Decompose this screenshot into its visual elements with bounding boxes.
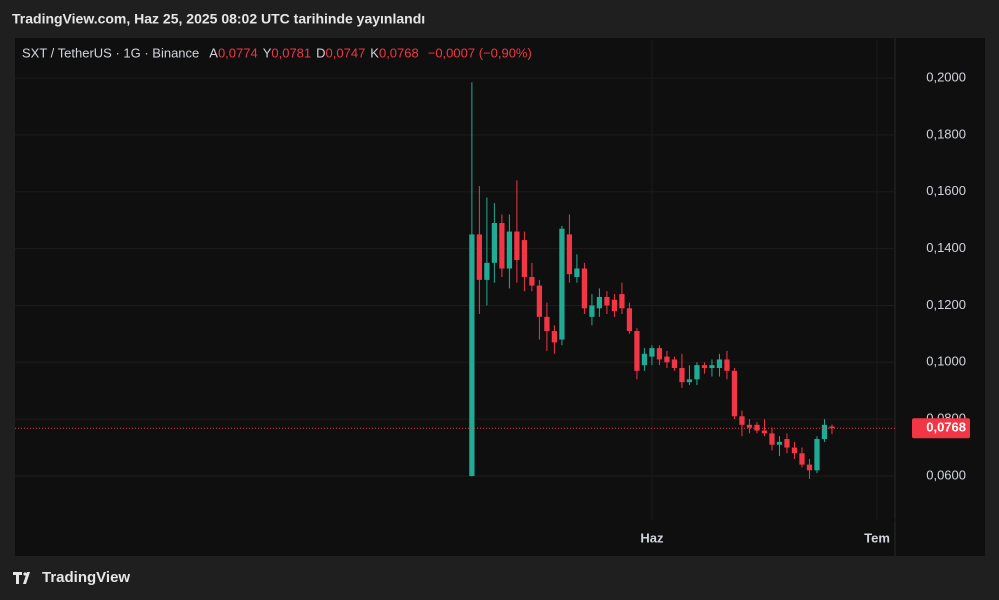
candle-body (806, 464, 813, 471)
footer-brand: TradingView (42, 569, 130, 586)
candle-body (709, 365, 715, 368)
candle-body (529, 277, 535, 286)
legend-change: −0,0007 (−0,90%) (428, 45, 532, 60)
y-tick-label: 0,1600 (926, 183, 966, 198)
candle-body (559, 228, 565, 340)
candle-body (649, 348, 655, 357)
logo-dot (23, 572, 27, 576)
logo-icon (13, 572, 30, 584)
legend-key: Y (263, 45, 272, 60)
candle-body (611, 299, 618, 312)
candle-body (604, 296, 610, 306)
candle-body (829, 426, 835, 429)
x-tick-label: Tem (864, 530, 890, 545)
chart-panel (15, 38, 985, 556)
candle-body (619, 294, 625, 309)
candle-body (664, 356, 670, 363)
x-tick-label: Haz (640, 530, 664, 545)
candle-body (476, 234, 483, 280)
candle-body (469, 234, 475, 476)
candle-body (574, 268, 580, 278)
candle-body (679, 367, 685, 383)
candle-body (484, 262, 490, 280)
y-tick-label: 0,1000 (926, 354, 966, 369)
candle-body (769, 433, 775, 445)
last-price-label: 0,0768 (926, 420, 966, 435)
y-tick-label: 0,2000 (926, 70, 966, 85)
y-tick-label: 0,0600 (926, 467, 966, 482)
candle-body (521, 240, 528, 278)
y-tick-label: 0,1400 (926, 240, 966, 255)
candle-body (536, 285, 543, 317)
candle-body (731, 370, 738, 417)
candle-body (589, 305, 595, 317)
legend-value: 0,0781 (271, 45, 311, 60)
candle-body (634, 331, 640, 371)
candle-body (739, 416, 745, 425)
candle-body (814, 439, 820, 471)
candle-body (491, 223, 498, 263)
candle-body (641, 353, 648, 366)
candle-body (656, 348, 663, 360)
last-price-box (912, 418, 970, 439)
candle-body (626, 308, 633, 332)
candle-body (544, 316, 550, 332)
candle-body (499, 223, 505, 269)
candle-body (776, 441, 783, 445)
candle-body (686, 379, 693, 383)
candle-body (596, 296, 603, 309)
candle-body (514, 231, 520, 260)
candle-body (746, 424, 753, 428)
legend: SXT / TetherUS · 1G · Binance A 0,0774 Y 0,… (22, 45, 532, 60)
candle-body (724, 359, 730, 371)
legend-key: A (209, 45, 218, 60)
candle-body (566, 234, 573, 275)
legend-key: K (370, 45, 379, 60)
candle-body (754, 424, 760, 431)
candle-body (821, 424, 828, 440)
candle-body (784, 439, 790, 448)
candle-body (671, 359, 678, 368)
candle-body (716, 359, 723, 368)
candle-body (761, 430, 768, 434)
legend-value: 0,0747 (326, 45, 366, 60)
candle-body (551, 331, 558, 343)
legend-value: 0,0774 (218, 45, 258, 60)
candle-body (791, 447, 798, 454)
candle-body (506, 231, 513, 269)
symbol: SXT / TetherUS · 1G · Binance (22, 45, 199, 60)
candle-body (701, 365, 708, 368)
legend-value: 0,0768 (379, 45, 419, 60)
y-tick-label: 0,1800 (926, 126, 966, 141)
y-tick-label: 0,1200 (926, 297, 966, 312)
candle-body (799, 453, 805, 465)
legend-key: D (316, 45, 325, 60)
published-note: TradingView.com, Haz 25, 2025 08:02 UTC … (12, 11, 425, 27)
footer-logo (13, 572, 30, 584)
candle-body (694, 365, 700, 380)
candle-body (581, 268, 588, 309)
